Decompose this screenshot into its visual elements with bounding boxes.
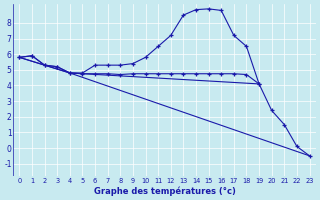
X-axis label: Graphe des températures (°c): Graphe des températures (°c) — [93, 186, 236, 196]
